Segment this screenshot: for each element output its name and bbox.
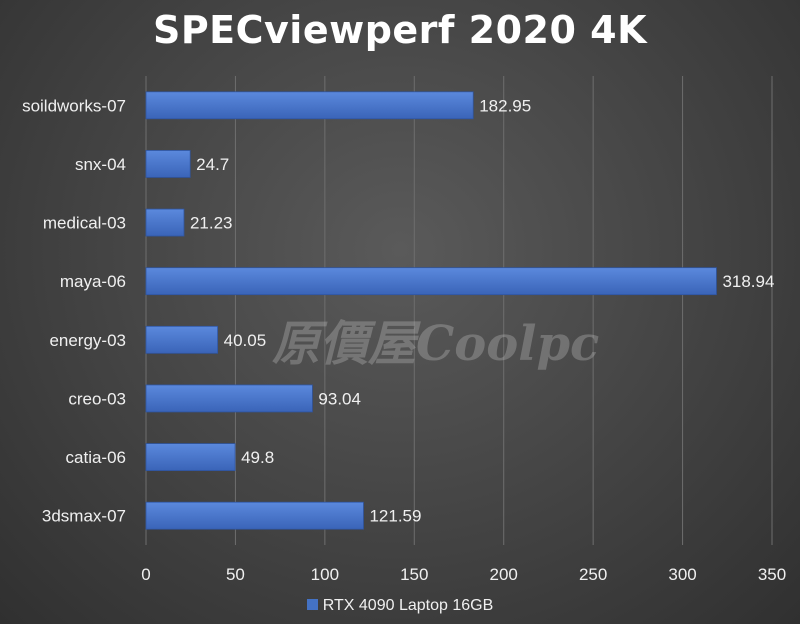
data-label: 318.94 <box>722 272 774 291</box>
category-label: creo-03 <box>68 389 126 408</box>
x-tick-label: 0 <box>141 565 150 584</box>
bar-catia-06 <box>145 443 236 471</box>
x-tick-label: 200 <box>490 565 518 584</box>
bar-energy-03 <box>145 325 219 354</box>
bar-3dsmax-07 <box>145 501 364 530</box>
data-label: 21.23 <box>190 214 233 233</box>
data-label: 24.7 <box>196 155 229 174</box>
bar-medical-03 <box>145 208 185 237</box>
bar-creo-03 <box>145 384 313 413</box>
data-label: 49.8 <box>241 448 274 467</box>
legend: RTX 4090 Laptop 16GB <box>0 597 800 615</box>
chart-title: SPECviewperf 2020 4K <box>152 8 648 52</box>
watermark-logo: 原價屋Coolpc <box>272 316 600 372</box>
category-label: maya-06 <box>60 272 126 291</box>
x-tick-label: 250 <box>579 565 607 584</box>
category-label: snx-04 <box>75 155 126 174</box>
category-label: energy-03 <box>49 331 126 350</box>
category-label: medical-03 <box>43 214 126 233</box>
x-tick-label: 350 <box>758 565 786 584</box>
x-tick-label: 50 <box>226 565 245 584</box>
bar-maya-06 <box>145 267 717 296</box>
data-label: 93.04 <box>318 389 361 408</box>
x-tick-label: 300 <box>668 565 696 584</box>
data-label: 182.95 <box>479 96 531 115</box>
data-label: 121.59 <box>369 507 421 526</box>
data-label: 40.05 <box>224 331 267 350</box>
category-label: 3dsmax-07 <box>42 507 126 526</box>
bar-soildworks-07 <box>145 91 474 120</box>
legend-label: RTX 4090 Laptop 16GB <box>322 597 494 614</box>
labels: 0 50 100 150 200 250 300 350 soildworks-07 182.95… <box>22 96 786 584</box>
x-tick-label: 100 <box>311 565 339 584</box>
bars <box>145 91 717 530</box>
x-tick-label: 150 <box>400 565 428 584</box>
bar-snx-04 <box>145 150 191 178</box>
category-label: catia-06 <box>66 448 126 467</box>
legend-swatch <box>306 599 318 610</box>
category-label: soildworks-07 <box>22 96 126 115</box>
